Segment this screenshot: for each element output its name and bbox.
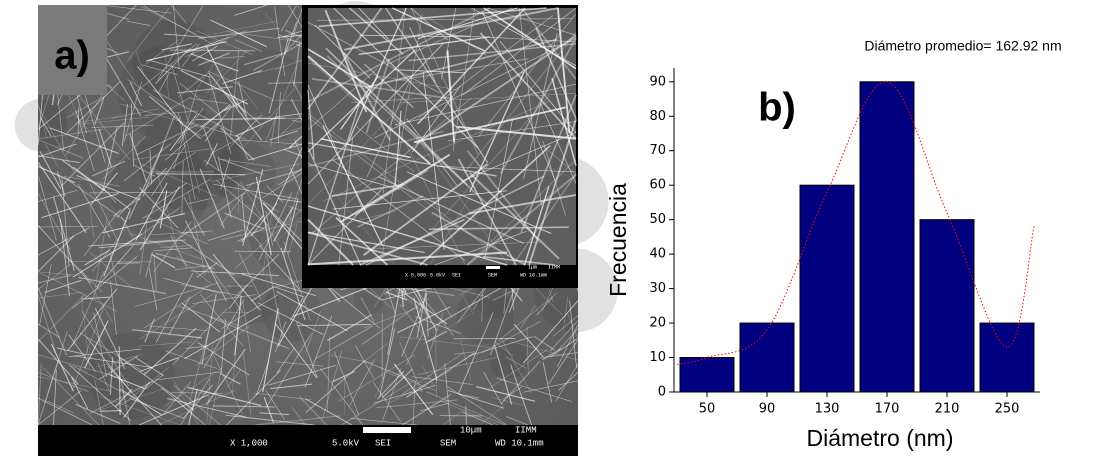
inset-image xyxy=(308,8,576,265)
panel-label: b) xyxy=(758,86,796,130)
y-tick-label: 40 xyxy=(649,247,666,262)
bar xyxy=(860,82,914,392)
inset-scale-label: 1µm xyxy=(528,264,537,270)
inset-working-distance: WD 10.1mm xyxy=(520,272,547,278)
x-tick-label: 130 xyxy=(815,402,840,417)
bar xyxy=(980,323,1034,392)
panel-label: a) xyxy=(54,34,90,78)
y-tick-label: 20 xyxy=(649,316,666,331)
x-tick-label: 50 xyxy=(699,402,716,417)
inset-voltage: 5.0kV xyxy=(430,272,445,278)
lab: IIMM xyxy=(515,425,537,435)
x-tick-label: 90 xyxy=(759,402,776,417)
fiber xyxy=(100,411,122,412)
scale-bar xyxy=(363,427,411,433)
x-tick-label: 170 xyxy=(875,402,900,417)
y-tick-label: 0 xyxy=(658,385,666,400)
mode: SEI xyxy=(375,438,391,448)
scale-label: 10µm xyxy=(460,425,482,435)
x-tick-label: 210 xyxy=(935,402,960,417)
inset-mode: SEI xyxy=(452,272,461,278)
inset-magnification: X 5,000 xyxy=(405,272,426,278)
x-axis-title: Diámetro (nm) xyxy=(807,425,954,451)
y-tick-label: 60 xyxy=(649,178,666,193)
working-distance: WD 10.1mm xyxy=(495,438,544,448)
bar xyxy=(800,185,854,392)
inset-scale-bar xyxy=(486,266,500,269)
y-tick-label: 90 xyxy=(649,74,666,89)
bar xyxy=(920,220,974,392)
fit-curve xyxy=(677,82,1034,365)
x-tick-label: 250 xyxy=(995,402,1020,417)
fiber xyxy=(117,263,139,264)
annotation: Diámetro promedio= 162.92 nm xyxy=(864,38,1061,54)
voltage: 5.0kV xyxy=(332,438,360,448)
y-tick-label: 30 xyxy=(649,281,666,296)
y-axis-title: Frecuencia xyxy=(605,183,631,297)
y-tick-label: 70 xyxy=(649,143,666,158)
instrument: SEM xyxy=(440,438,456,448)
inset-lab: IIMM xyxy=(548,264,560,270)
inset-instrument: SEM xyxy=(488,272,497,278)
figure: X 1,000 5.0kV SEI SEM WD 10.1mm 10µm IIM… xyxy=(0,0,1102,459)
y-tick-label: 50 xyxy=(649,212,666,227)
y-tick-label: 10 xyxy=(649,350,666,365)
bar xyxy=(740,323,794,392)
magnification: X 1,000 xyxy=(230,438,268,448)
y-tick-label: 80 xyxy=(649,109,666,124)
